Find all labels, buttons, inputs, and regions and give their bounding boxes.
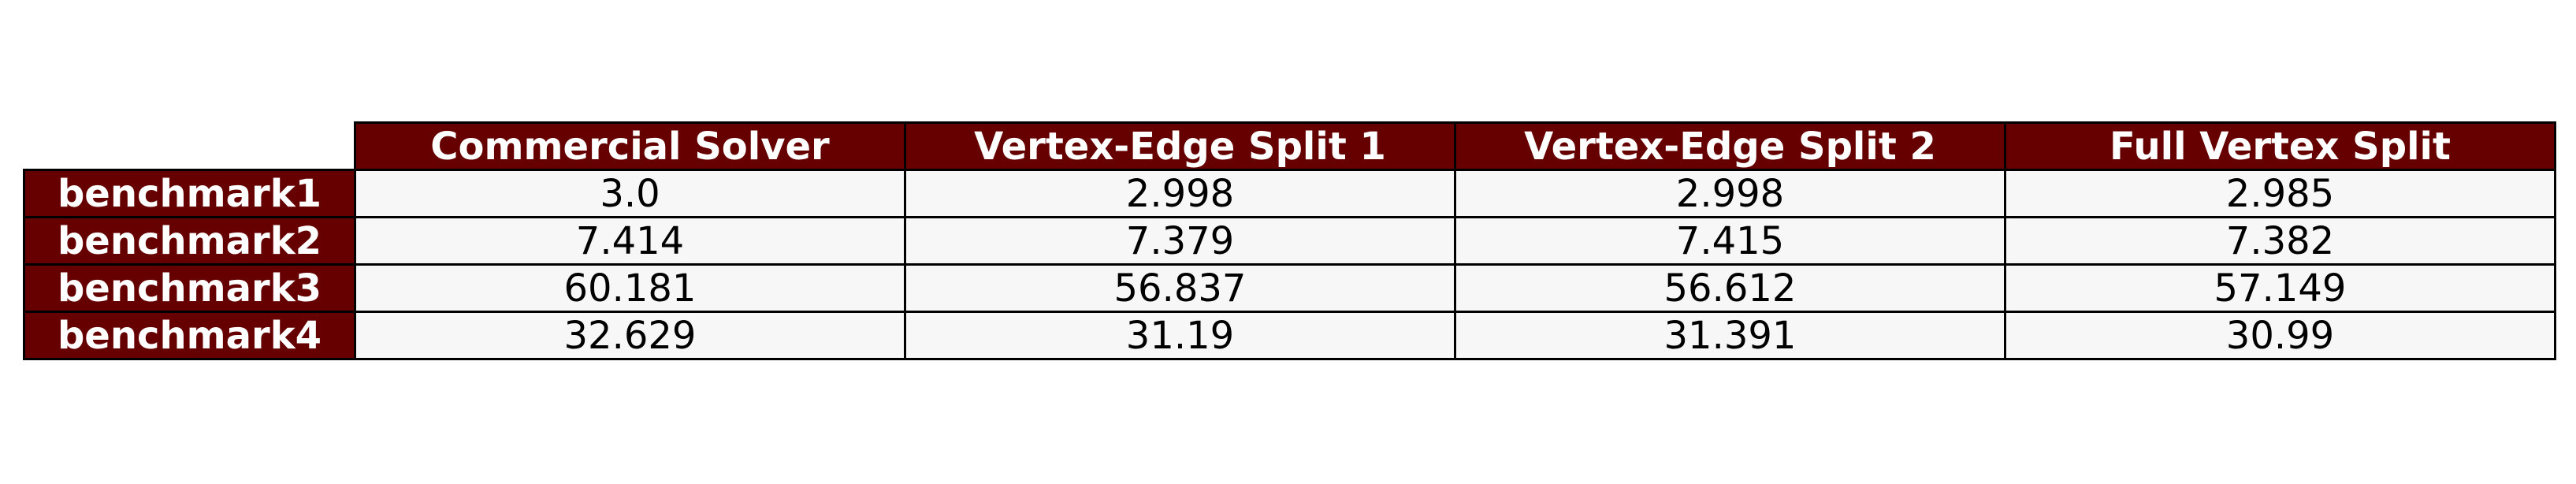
corner-cell (24, 123, 355, 170)
column-header-vertex-edge-split-2: Vertex-Edge Split 2 (1454, 121, 2006, 171)
results-table: Commercial Solver Vertex-Edge Split 1 Ve… (23, 121, 2556, 360)
table-cell: 7.379 (904, 216, 1456, 266)
table-cell: 57.149 (2004, 263, 2556, 313)
table-cell: 7.414 (354, 216, 906, 266)
row-header-benchmark2: benchmark2 (23, 216, 356, 266)
table-header: Commercial Solver Vertex-Edge Split 1 Ve… (24, 121, 2556, 171)
table-row: benchmark4 32.629 31.19 31.391 30.99 (23, 311, 2556, 360)
table-body: benchmark1 3.0 2.998 2.998 2.985 benchma… (23, 169, 2556, 360)
table-cell: 2.985 (2004, 169, 2556, 218)
row-header-benchmark3: benchmark3 (23, 263, 356, 313)
table-cell: 56.837 (904, 263, 1456, 313)
table-row: benchmark1 3.0 2.998 2.998 2.985 (23, 169, 2556, 218)
table-cell: 60.181 (354, 263, 906, 313)
table-cell: 2.998 (1454, 169, 2006, 218)
table-row: benchmark3 60.181 56.837 56.612 57.149 (23, 263, 2556, 313)
table-cell: 3.0 (354, 169, 906, 218)
row-header-benchmark4: benchmark4 (23, 311, 356, 360)
column-header-vertex-edge-split-1: Vertex-Edge Split 1 (904, 121, 1456, 171)
table-cell: 7.382 (2004, 216, 2556, 266)
table-cell: 30.99 (2004, 311, 2556, 360)
column-header-commercial-solver: Commercial Solver (354, 121, 906, 171)
table-cell: 56.612 (1454, 263, 2006, 313)
header-row: Commercial Solver Vertex-Edge Split 1 Ve… (24, 121, 2556, 171)
row-header-benchmark1: benchmark1 (23, 169, 356, 218)
table-cell: 31.391 (1454, 311, 2006, 360)
table-row: benchmark2 7.414 7.379 7.415 7.382 (23, 216, 2556, 266)
column-header-full-vertex-split: Full Vertex Split (2004, 121, 2556, 171)
table-cell: 31.19 (904, 311, 1456, 360)
table-cell: 7.415 (1454, 216, 2006, 266)
table-cell: 32.629 (354, 311, 906, 360)
table-cell: 2.998 (904, 169, 1456, 218)
